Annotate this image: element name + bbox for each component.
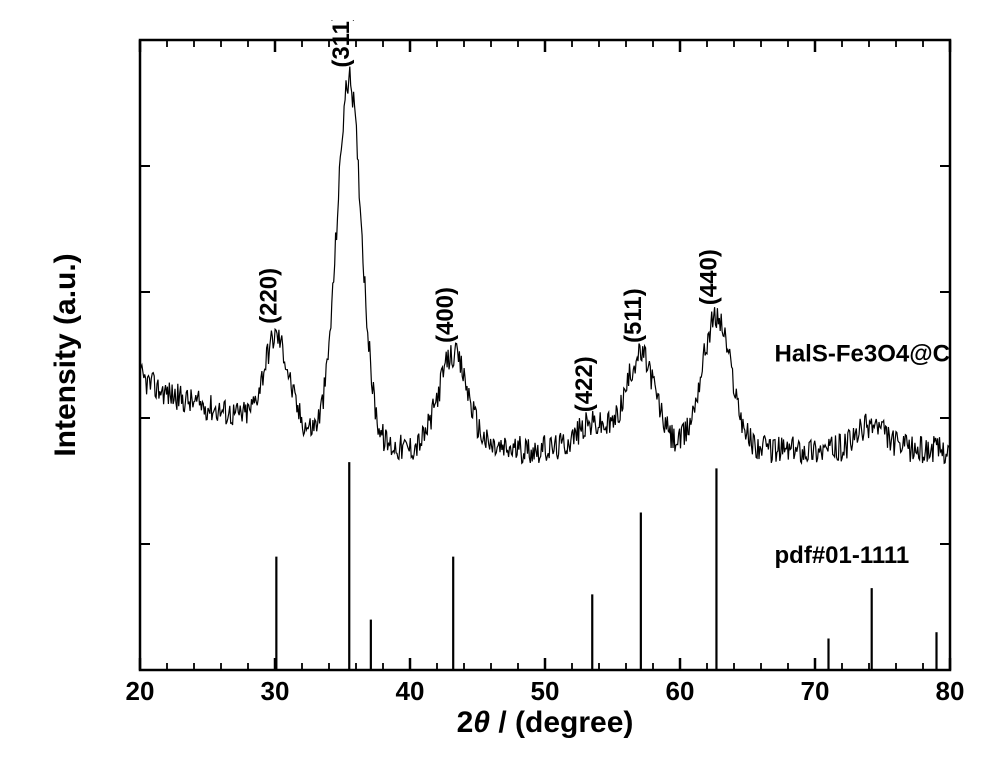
peak-labels: (220) (311) (400) (422) (511) (440) bbox=[255, 20, 722, 412]
svg-text:80: 80 bbox=[936, 676, 965, 706]
reference-label: pdf#01-1111 bbox=[775, 542, 910, 569]
svg-text:50: 50 bbox=[531, 676, 560, 706]
xrd-chart: 20 30 40 50 60 70 80 (220) (311) (400) (422) (511)… bbox=[30, 20, 970, 740]
x-tick-labels: 20 30 40 50 60 70 80 bbox=[126, 676, 965, 706]
sample-label: HalS-Fe3O4@C bbox=[775, 340, 950, 367]
x-axis-label: 2θ / (degree) bbox=[457, 706, 634, 739]
y-axis-label: Intensity (a.u.) bbox=[49, 253, 82, 456]
svg-text:(422): (422) bbox=[571, 356, 598, 412]
svg-text:30: 30 bbox=[261, 676, 290, 706]
svg-text:(400): (400) bbox=[432, 287, 459, 343]
svg-text:60: 60 bbox=[666, 676, 695, 706]
svg-text:(440): (440) bbox=[695, 249, 722, 305]
svg-text:70: 70 bbox=[801, 676, 830, 706]
svg-text:(220): (220) bbox=[255, 268, 282, 324]
xrd-pattern-curve bbox=[140, 67, 950, 464]
svg-text:40: 40 bbox=[396, 676, 425, 706]
svg-text:(511): (511) bbox=[620, 288, 647, 343]
svg-text:(311): (311) bbox=[328, 20, 355, 68]
svg-text:20: 20 bbox=[126, 676, 155, 706]
